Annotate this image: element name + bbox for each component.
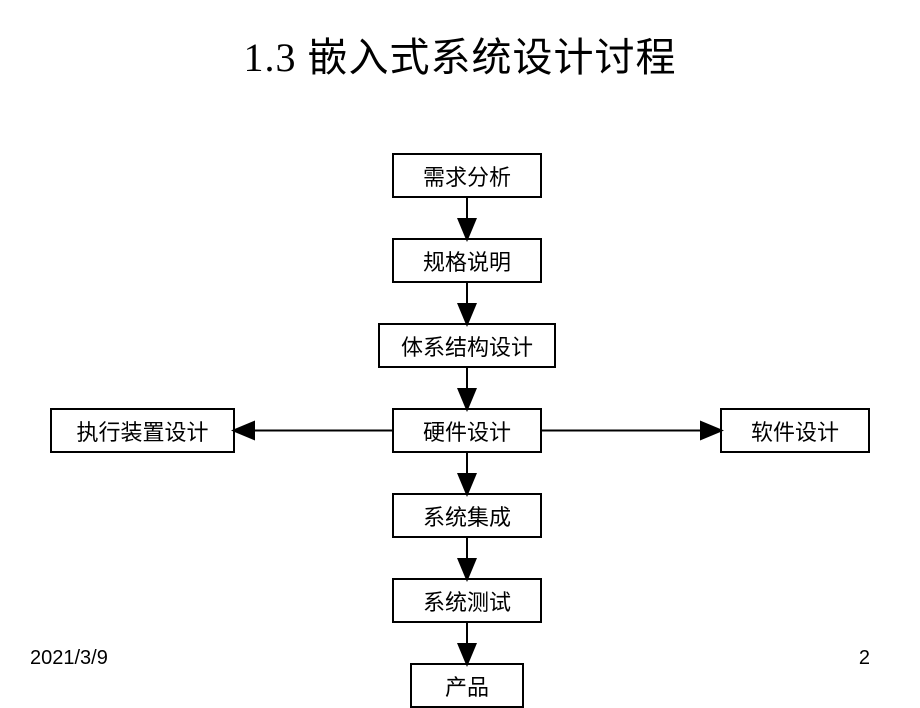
page-title: 1.3 嵌入式系统设计讨程	[0, 0, 920, 83]
flowchart-node-n4: 硬件设计	[392, 408, 542, 453]
flowchart-node-n1: 需求分析	[392, 153, 542, 198]
flowchart-diagram: 需求分析规格说明体系结构设计硬件设计系统集成系统测试产品执行装置设计软件设计	[0, 83, 920, 703]
flowchart-node-n2: 规格说明	[392, 238, 542, 283]
flowchart-node-n3: 体系结构设计	[378, 323, 556, 368]
flowchart-node-nR: 软件设计	[720, 408, 870, 453]
footer-date: 2021/3/9	[30, 647, 108, 670]
flowchart-node-n6: 系统测试	[392, 578, 542, 623]
flowchart-node-n7: 产品	[410, 663, 524, 708]
flowchart-node-nL: 执行装置设计	[50, 408, 235, 453]
flowchart-node-n5: 系统集成	[392, 493, 542, 538]
footer-page: 2	[859, 647, 870, 670]
